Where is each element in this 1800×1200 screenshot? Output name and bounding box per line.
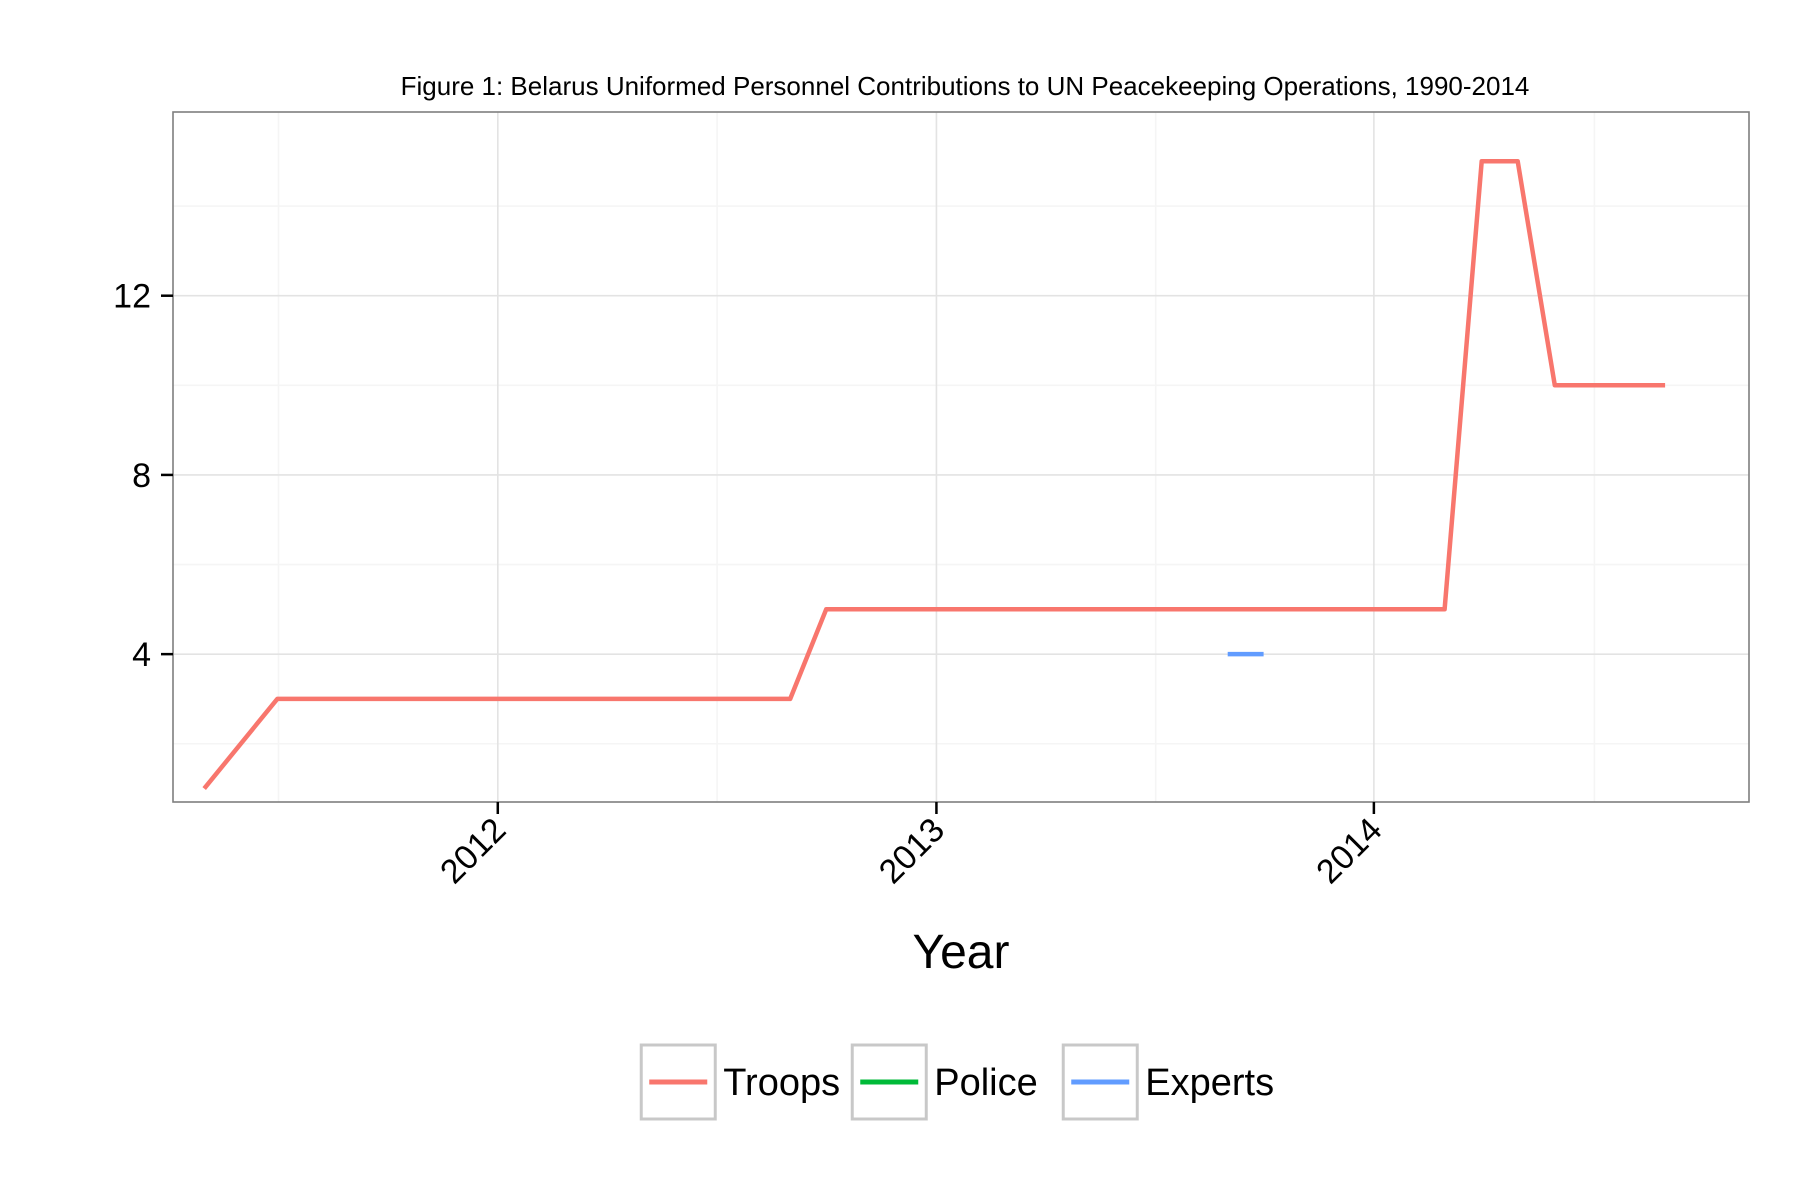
axis-layer: 2012 2013 2014 4 8 12 (113, 278, 1389, 891)
x-tick-label: 2013 (872, 811, 952, 891)
x-tick-label: 2014 (1309, 811, 1389, 891)
x-axis-title: Year (913, 926, 1010, 979)
legend-label-experts: Experts (1145, 1062, 1274, 1104)
x-tick-label: 2012 (433, 811, 513, 891)
legend: Troops Police Experts (639, 1043, 1274, 1121)
series-line-troops (202, 159, 1666, 791)
y-tick-label: 8 (132, 457, 151, 495)
legend-label-police: Police (934, 1062, 1038, 1104)
y-tick-label: 12 (113, 278, 151, 316)
plot-frame (172, 111, 1750, 803)
y-tick-label: 4 (132, 636, 151, 674)
chart-title: Figure 1: Belarus Uniformed Personnel Co… (401, 71, 1530, 101)
series-layer (202, 159, 1666, 791)
grid-layer (173, 112, 1749, 802)
legend-label-troops: Troops (723, 1062, 840, 1104)
